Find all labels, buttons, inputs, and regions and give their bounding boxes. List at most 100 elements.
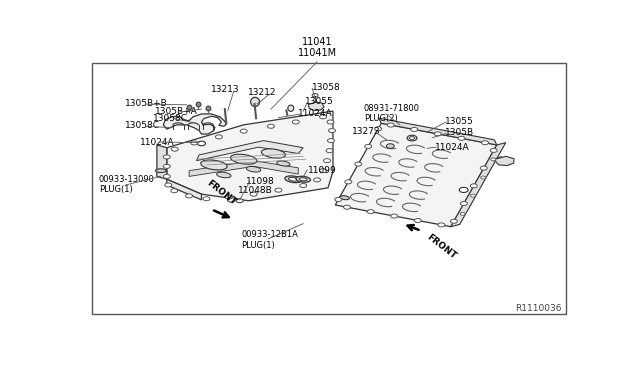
Bar (92, 63, 566, 314)
Polygon shape (167, 111, 333, 201)
Circle shape (410, 137, 415, 140)
Ellipse shape (216, 172, 231, 178)
Ellipse shape (289, 177, 298, 181)
Circle shape (275, 188, 282, 192)
Ellipse shape (276, 161, 290, 166)
Text: 13058C: 13058C (154, 114, 188, 123)
Text: R1110036: R1110036 (516, 304, 562, 313)
Polygon shape (189, 161, 298, 176)
Polygon shape (335, 123, 497, 227)
Polygon shape (379, 118, 497, 145)
Text: 11024A: 11024A (298, 109, 333, 118)
Ellipse shape (261, 149, 285, 158)
Polygon shape (163, 114, 227, 134)
Circle shape (165, 183, 172, 187)
Ellipse shape (246, 166, 261, 172)
Circle shape (460, 187, 468, 193)
Ellipse shape (201, 160, 227, 170)
Text: 00933-12B1A
PLUG(1): 00933-12B1A PLUG(1) (241, 231, 298, 250)
Circle shape (328, 129, 335, 132)
Circle shape (319, 169, 326, 173)
Circle shape (312, 94, 318, 97)
Text: 11098: 11098 (246, 177, 275, 186)
Circle shape (292, 120, 300, 124)
Circle shape (319, 115, 326, 119)
Ellipse shape (288, 105, 294, 111)
Text: 1305B: 1305B (445, 128, 474, 137)
Circle shape (355, 162, 362, 166)
Circle shape (480, 166, 487, 170)
Circle shape (491, 158, 496, 161)
Circle shape (163, 164, 170, 169)
Circle shape (314, 178, 321, 182)
Ellipse shape (300, 178, 307, 181)
Circle shape (481, 176, 486, 179)
Text: 13058: 13058 (312, 83, 341, 92)
Text: 11041
11041M: 11041 11041M (298, 37, 337, 58)
Circle shape (414, 218, 421, 222)
Circle shape (344, 205, 351, 209)
Circle shape (268, 124, 275, 128)
Circle shape (490, 148, 497, 153)
Ellipse shape (296, 176, 310, 182)
Text: 13055: 13055 (305, 97, 333, 106)
Text: 1305B+A: 1305B+A (156, 107, 198, 116)
Ellipse shape (285, 176, 301, 183)
Circle shape (460, 202, 467, 205)
Circle shape (198, 141, 205, 146)
Circle shape (324, 158, 330, 163)
Polygon shape (157, 145, 167, 179)
Circle shape (470, 184, 477, 188)
Text: 11048B: 11048B (237, 186, 273, 195)
Circle shape (186, 194, 193, 198)
Circle shape (438, 223, 445, 227)
Circle shape (171, 189, 178, 193)
Circle shape (191, 141, 198, 145)
Circle shape (335, 198, 342, 202)
Circle shape (216, 135, 222, 139)
Circle shape (470, 194, 476, 197)
Circle shape (250, 192, 257, 196)
Text: 13058C: 13058C (125, 121, 159, 130)
Circle shape (225, 195, 232, 199)
Circle shape (203, 197, 210, 201)
Text: 08931-71800
PLUG(2): 08931-71800 PLUG(2) (364, 105, 420, 124)
Circle shape (365, 144, 372, 148)
Ellipse shape (156, 169, 166, 173)
Circle shape (374, 127, 381, 131)
Circle shape (163, 174, 170, 179)
Circle shape (227, 198, 236, 202)
Circle shape (407, 135, 417, 141)
Ellipse shape (230, 154, 257, 164)
Polygon shape (196, 141, 303, 161)
Text: 11024A: 11024A (435, 143, 469, 152)
Text: 13213: 13213 (211, 86, 239, 94)
Circle shape (300, 183, 307, 187)
Circle shape (411, 128, 418, 131)
Text: 00933-13090
PLUG(1): 00933-13090 PLUG(1) (99, 175, 155, 194)
Circle shape (236, 199, 243, 203)
Text: 13212: 13212 (248, 88, 276, 97)
Polygon shape (451, 142, 506, 227)
Circle shape (387, 144, 394, 148)
Circle shape (367, 210, 374, 214)
Polygon shape (167, 179, 202, 200)
Circle shape (328, 139, 335, 142)
Circle shape (345, 180, 352, 184)
Circle shape (460, 212, 465, 215)
Text: 13273: 13273 (352, 127, 380, 136)
Circle shape (163, 155, 170, 159)
Circle shape (326, 149, 333, 153)
Circle shape (172, 147, 178, 151)
Circle shape (387, 123, 394, 127)
Circle shape (391, 214, 397, 218)
Circle shape (451, 219, 458, 223)
Circle shape (481, 141, 488, 145)
Text: FRONT: FRONT (425, 232, 458, 261)
Circle shape (435, 132, 442, 136)
Text: 13055: 13055 (445, 117, 474, 126)
Ellipse shape (251, 97, 260, 106)
Circle shape (458, 136, 465, 140)
Text: FRONT: FRONT (205, 179, 238, 207)
Ellipse shape (340, 196, 349, 200)
